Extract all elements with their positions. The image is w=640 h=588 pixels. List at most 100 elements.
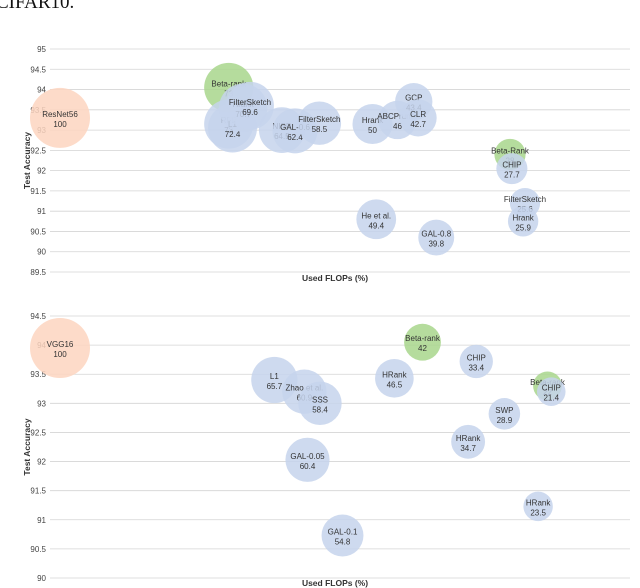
bubble-name-label: SSS (312, 395, 328, 404)
y-tick-label: 94.5 (30, 65, 46, 74)
bubble-flops-label: 100 (53, 120, 67, 129)
y-tick-label: 91.5 (30, 487, 46, 496)
bubble-flops-label: 39.8 (428, 240, 444, 249)
bubble-circle (321, 514, 364, 557)
bubble-circle (399, 99, 437, 137)
bubble-flops-label: 62.4 (287, 133, 303, 142)
bubble-name-label: FilterSketch (504, 195, 546, 204)
bubble-name-label: CHIP (467, 353, 486, 362)
bubble-circle (30, 318, 90, 379)
bubble-name-label: HRank (526, 498, 551, 507)
bubble-name-label: CHIP (502, 161, 521, 170)
bubble-flops-label: 100 (53, 350, 67, 359)
bubble-circle (488, 398, 521, 430)
bubble-circle (536, 377, 566, 406)
y-tick-label: 91.5 (30, 187, 46, 196)
y-tick-label: 92.5 (30, 428, 46, 437)
y-axis-title: Test Accuracy (22, 418, 32, 475)
y-tick-label: 94.5 (30, 312, 46, 321)
bubble-name-label: GAL-0.6 (280, 123, 310, 132)
bubble-circle (226, 81, 274, 130)
bubble-name-label: VGG16 (47, 340, 74, 349)
bubble-name-label: FilterSketch (298, 115, 340, 124)
bubble-name-label: L1 (270, 372, 279, 381)
y-tick-label: 90 (37, 574, 46, 583)
bubble-gal-0-8: GAL-0.839.8 (418, 219, 455, 256)
bubble-name-label: HRank (382, 370, 407, 379)
bubble-gal-0-1: GAL-0.154.8 (321, 514, 364, 557)
bubble-flops-label: 25.9 (515, 223, 531, 232)
bubble-circle (523, 491, 553, 522)
bubble-name-label: SWP (495, 406, 513, 415)
bubble-flops-label: 46 (393, 122, 402, 131)
bubble-name-label: ResNet56 (42, 110, 78, 119)
y-tick-label: 89.5 (30, 268, 46, 277)
bubble-name-label: Hrank (512, 213, 534, 222)
bubble-flops-label: 69.6 (242, 108, 258, 117)
y-tick-label: 90.5 (30, 545, 46, 554)
bubble-flops-label: 58.4 (312, 405, 328, 414)
y-tick-label: 93.5 (30, 370, 46, 379)
bubble-name-label: GAL-0.05 (290, 452, 325, 461)
bubble-circle (496, 153, 528, 185)
bubble-name-label: FilterSketch (229, 98, 271, 107)
bubble-flops-label: 60.4 (300, 462, 316, 471)
bubble-he-et-al: He et al.49.4 (356, 199, 397, 240)
bubble-flops-label: 54.8 (335, 537, 351, 546)
y-axis-title: Test Accuracy (22, 132, 32, 189)
bubble-flops-label: 49.4 (368, 221, 384, 230)
bubble-circle (418, 219, 455, 256)
bubble-flops-label: 33.4 (468, 363, 484, 372)
bubble-circle (451, 424, 486, 459)
y-tick-label: 91 (37, 516, 46, 525)
y-tick-label: 90 (37, 248, 46, 257)
bubble-name-label: He et al. (361, 211, 391, 220)
x-axis-title: Used FLOPs (%) (302, 273, 368, 283)
bubble-flops-label: 42.7 (410, 120, 426, 129)
bubble-flops-label: 72.4 (225, 130, 241, 139)
bubble-name-label: Zhao et al. (285, 384, 323, 393)
bubble-circle (30, 87, 90, 148)
bubble-flops-label: 21.4 (543, 394, 559, 403)
x-axis-title: Used FLOPs (%) (302, 578, 368, 588)
bubble-flops-label: 65.7 (267, 382, 283, 391)
bubble-flops-label: 23.5 (530, 508, 546, 517)
bubble-name-label: GAL-0.8 (421, 230, 451, 239)
bubble-circle (298, 381, 342, 426)
chart-resnet56: 89.59090.59191.59292.59393.59494.595Used… (22, 45, 630, 283)
y-tick-label: 92 (37, 458, 46, 467)
y-tick-label: 94 (37, 86, 46, 95)
y-tick-label: 95 (37, 45, 46, 54)
bubble-flops-label: 27.7 (504, 171, 520, 180)
bubble-flops-label: 58.5 (312, 125, 328, 134)
bubble-circle (285, 437, 330, 482)
bubble-flops-label: 46.5 (387, 380, 403, 389)
bubble-name-label: CLR (410, 110, 426, 119)
figure-caption: CIFAR10. (0, 0, 75, 13)
bubble-name-label: ABCPruner (377, 112, 418, 121)
y-tick-label: 92.5 (30, 146, 46, 155)
y-tick-label: 92 (37, 167, 46, 176)
bubble-flops-label: 28.9 (497, 416, 513, 425)
bubble-circle (356, 199, 397, 240)
bubble-circle (375, 358, 414, 398)
bubble-name-label: HRank (456, 434, 481, 443)
y-tick-label: 93 (37, 399, 46, 408)
bubble-circle (507, 206, 539, 237)
bubble-circle (404, 323, 441, 361)
bubble-circle (297, 101, 342, 145)
y-tick-label: 91 (37, 207, 46, 216)
bubble-flops-label: 50 (368, 126, 377, 135)
